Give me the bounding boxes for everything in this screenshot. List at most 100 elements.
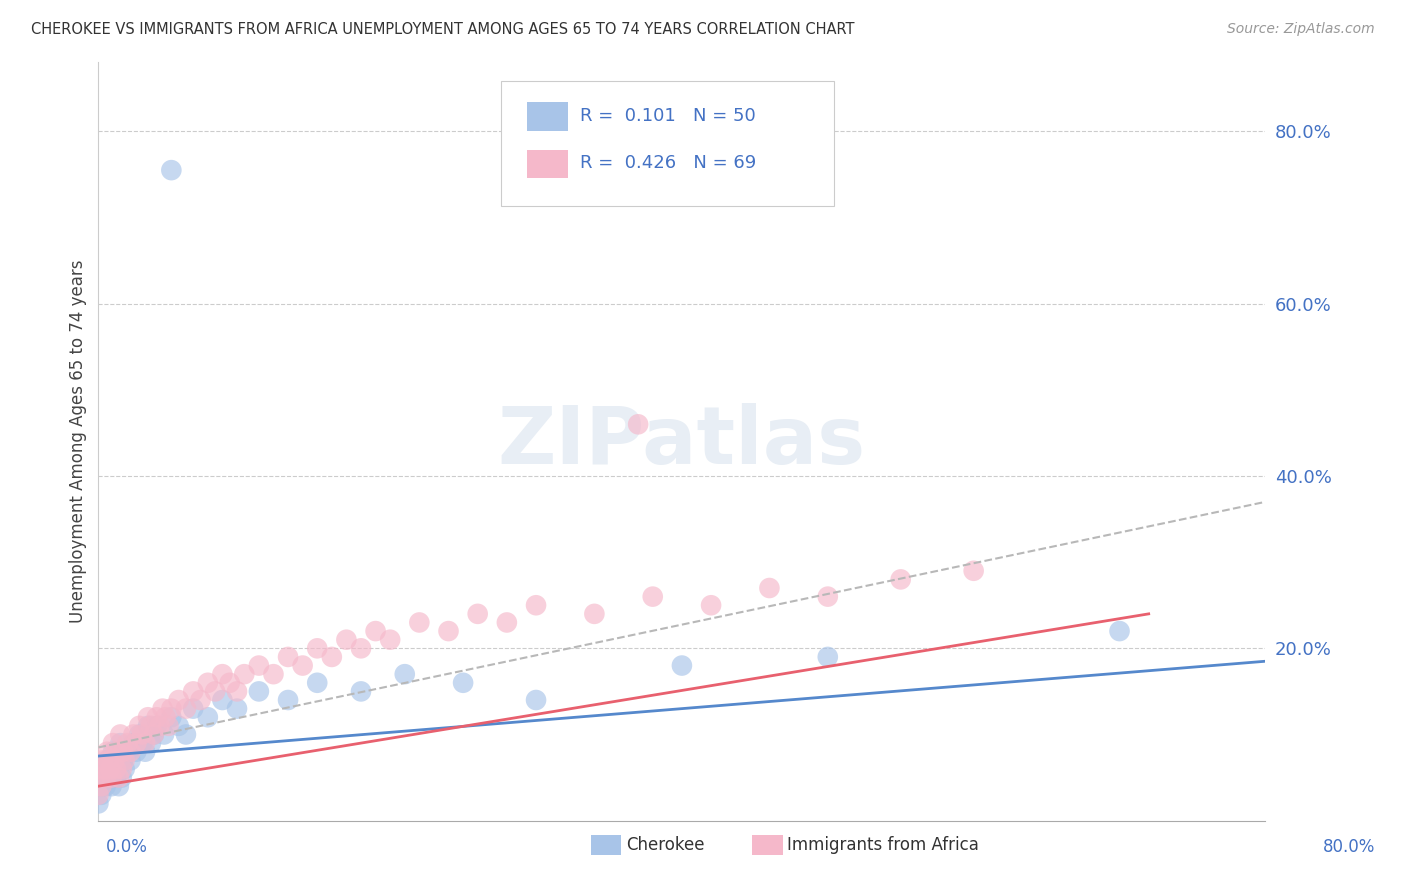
Point — [120, 753, 142, 767]
Point — [671, 658, 693, 673]
Point — [817, 590, 839, 604]
Point — [103, 762, 125, 776]
Point — [104, 762, 127, 776]
Point — [97, 771, 120, 785]
Text: Source: ZipAtlas.com: Source: ZipAtlas.com — [1227, 22, 1375, 37]
Point — [89, 771, 111, 785]
Point — [437, 624, 460, 639]
Point — [152, 701, 174, 715]
Bar — [527, 102, 568, 130]
Point — [174, 727, 197, 741]
Point — [94, 771, 117, 785]
Point — [335, 632, 357, 647]
Point — [700, 599, 723, 613]
Point — [247, 684, 270, 698]
Point — [128, 727, 150, 741]
Point — [131, 727, 153, 741]
Point — [87, 797, 110, 811]
Point — [117, 736, 139, 750]
Point — [97, 753, 120, 767]
Point — [307, 675, 329, 690]
Point — [380, 632, 402, 647]
Text: CHEROKEE VS IMMIGRANTS FROM AFRICA UNEMPLOYMENT AMONG AGES 65 TO 74 YEARS CORREL: CHEROKEE VS IMMIGRANTS FROM AFRICA UNEMP… — [31, 22, 855, 37]
Point — [307, 641, 329, 656]
Text: Cherokee: Cherokee — [626, 836, 704, 854]
Point — [87, 762, 110, 776]
Point — [277, 693, 299, 707]
Point — [139, 736, 162, 750]
Point — [157, 719, 180, 733]
Point — [112, 745, 135, 759]
Point — [91, 753, 114, 767]
Point — [112, 753, 135, 767]
Point — [100, 771, 122, 785]
Point — [117, 745, 139, 759]
Point — [155, 710, 177, 724]
Point — [90, 779, 112, 793]
Point — [364, 624, 387, 639]
Text: 80.0%: 80.0% — [1323, 838, 1375, 855]
Point — [233, 667, 256, 681]
Point — [105, 753, 128, 767]
Point — [105, 745, 128, 759]
Point — [142, 727, 165, 741]
Point — [174, 701, 197, 715]
Point — [136, 710, 159, 724]
Point — [627, 417, 650, 432]
Point — [98, 762, 121, 776]
Point — [128, 719, 150, 733]
Point — [190, 693, 212, 707]
Bar — [527, 150, 568, 178]
Point — [111, 762, 134, 776]
Point — [211, 693, 233, 707]
Point — [87, 788, 110, 802]
Point — [350, 641, 373, 656]
Point — [817, 649, 839, 664]
Point — [146, 719, 169, 733]
Point — [134, 736, 156, 750]
Point — [125, 745, 148, 759]
Point — [111, 771, 134, 785]
Point — [524, 693, 547, 707]
Point — [139, 719, 162, 733]
Point — [394, 667, 416, 681]
Point — [103, 753, 125, 767]
Point — [218, 675, 240, 690]
Text: R =  0.101   N = 50: R = 0.101 N = 50 — [581, 106, 756, 125]
Point — [211, 667, 233, 681]
Point — [100, 779, 122, 793]
Point — [962, 564, 984, 578]
Point — [122, 736, 145, 750]
Point — [101, 736, 124, 750]
Point — [277, 649, 299, 664]
Point — [110, 727, 132, 741]
Point — [136, 719, 159, 733]
Point — [181, 701, 204, 715]
Point — [153, 727, 176, 741]
Point — [114, 753, 136, 767]
Point — [94, 779, 117, 793]
Point — [142, 727, 165, 741]
Point — [101, 745, 124, 759]
Point — [131, 736, 153, 750]
FancyBboxPatch shape — [501, 81, 834, 207]
Point — [96, 753, 118, 767]
Point — [98, 762, 121, 776]
Point — [114, 762, 136, 776]
Point — [226, 684, 249, 698]
Point — [758, 581, 780, 595]
Point — [641, 590, 664, 604]
Point — [247, 658, 270, 673]
Point — [197, 675, 219, 690]
Text: 0.0%: 0.0% — [105, 838, 148, 855]
Point — [90, 788, 112, 802]
Point — [104, 771, 127, 785]
Point — [125, 736, 148, 750]
Point — [167, 719, 190, 733]
Point — [160, 710, 183, 724]
Point — [89, 779, 111, 793]
Point — [451, 675, 474, 690]
Point — [524, 599, 547, 613]
Point — [160, 163, 183, 178]
Point — [110, 736, 132, 750]
